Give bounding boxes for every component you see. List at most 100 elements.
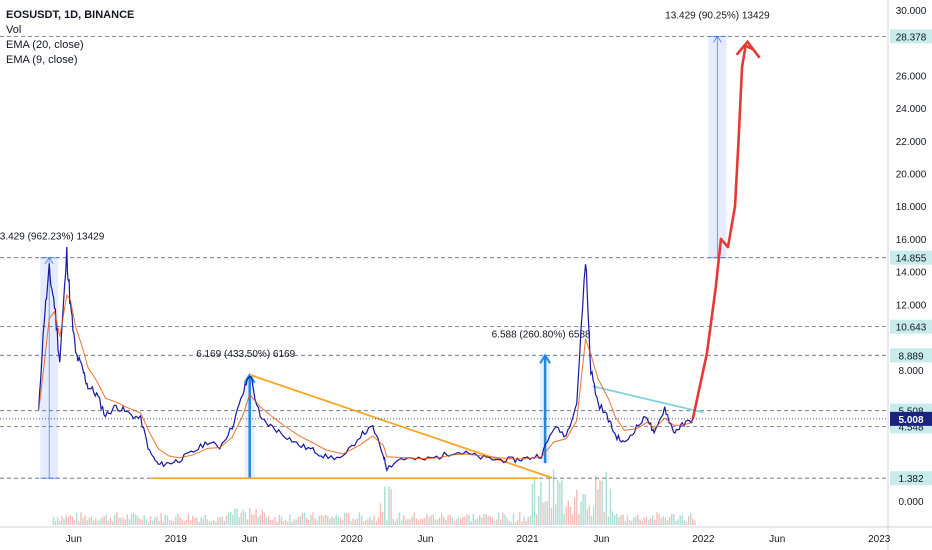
volume-bar [616, 513, 618, 525]
measure-label: 13.429 (962.23%) 13429 [0, 232, 105, 243]
volume-bar [348, 513, 350, 525]
volume-bar [143, 515, 145, 525]
volume-bar [495, 519, 498, 525]
legend-vol[interactable]: Vol [6, 24, 22, 36]
volume-bar [154, 517, 156, 525]
price-line [38, 246, 694, 473]
volume-bar [215, 521, 217, 525]
volume-bar [455, 519, 458, 525]
volume-bar [109, 517, 112, 525]
y-tick-label: 0.000 [898, 497, 923, 508]
volume-bar [236, 508, 238, 525]
legend-ema9[interactable]: EMA (9, close) [6, 54, 78, 66]
volume-bar [337, 516, 340, 525]
volume-bar [485, 514, 487, 525]
x-tick-label: 2023 [868, 534, 891, 545]
volume-bar [487, 516, 489, 525]
price-level-label-bg [890, 250, 932, 265]
volume-bar [78, 520, 80, 525]
volume-bar [422, 518, 424, 525]
volume-bar [82, 517, 84, 525]
volume-bar [213, 520, 215, 525]
volume-bar [202, 518, 204, 525]
volume-bar [407, 518, 409, 525]
volume-bar [371, 519, 373, 525]
volume-bar [84, 515, 86, 525]
measure-label: 6.588 (260.80%) 6588 [492, 329, 591, 340]
volume-bar [367, 518, 369, 525]
volume-bar [130, 513, 133, 525]
price-level-label-bg [890, 471, 932, 486]
x-tick-label: Jun [769, 534, 785, 545]
price-level-label: 4.548 [898, 422, 923, 433]
volume-bar [578, 514, 580, 525]
volume-bar [388, 486, 390, 525]
volume-bar [544, 501, 546, 525]
volume-bar [582, 494, 584, 525]
volume-bar [333, 518, 335, 525]
legend-ema20[interactable]: EMA (20, close) [6, 39, 84, 51]
volume-bar [276, 521, 278, 525]
volume-bar [474, 519, 477, 525]
volume-bar [436, 519, 439, 525]
volume-bar [65, 515, 67, 525]
volume-bar [331, 516, 333, 525]
volume-bar [552, 469, 555, 525]
volume-bar [481, 517, 483, 525]
volume-bar [668, 516, 671, 525]
volume-bar [415, 518, 418, 525]
volume-bar [584, 494, 586, 525]
projection-arrow-head [735, 39, 761, 59]
volume-bar [409, 519, 411, 525]
volume-bar [550, 507, 553, 525]
price-level-label: 8.889 [898, 351, 923, 362]
y-tick-label: 12.000 [896, 300, 927, 311]
volume-bar [597, 489, 599, 525]
volume-bar [97, 521, 99, 525]
volume-bar [523, 516, 525, 525]
volume-bar [183, 521, 185, 525]
volume-bar [198, 521, 200, 525]
volume-bar [206, 519, 209, 525]
volume-bar [225, 515, 228, 525]
volume-bar [639, 519, 641, 525]
volume-bar [289, 514, 291, 525]
measure-label: 6.169 (433.50%) 6169 [196, 349, 295, 360]
x-tick-label: 2022 [692, 534, 715, 545]
volume-bar [432, 514, 434, 525]
volume-bar [685, 521, 688, 525]
volume-bar [620, 515, 622, 525]
volume-bar [405, 519, 407, 525]
volume-bar [354, 519, 356, 525]
ema-line [38, 293, 693, 460]
volume-bar [586, 509, 589, 525]
volume-bar [151, 521, 154, 525]
volume-bar [656, 512, 658, 525]
volume-bar [61, 516, 63, 525]
current-price-label: 5.008 [898, 415, 923, 426]
volume-bar [464, 516, 466, 525]
volume-bar [263, 512, 266, 525]
volume-bar [369, 516, 371, 525]
volume-bar [310, 514, 312, 525]
x-tick-label: 2020 [341, 534, 364, 545]
price-level-label-bg [890, 348, 932, 363]
y-tick-label: 22.000 [896, 137, 927, 148]
volume-bar [527, 517, 529, 525]
volume-bar [396, 518, 399, 525]
volume-bar [460, 518, 462, 525]
legend-symbol[interactable]: EOSUSDT, 1D, BINANCE [6, 9, 135, 21]
volume-bar [141, 519, 143, 525]
volume-bar [546, 501, 548, 525]
volume-bar [447, 515, 449, 525]
volume-bar [242, 509, 245, 525]
volume-bar [244, 512, 247, 525]
volume-bar [303, 512, 306, 525]
volume-bar [120, 517, 122, 525]
volume-bar [662, 516, 664, 525]
volume-bar [569, 507, 572, 525]
current-price-label-bg [890, 411, 932, 426]
